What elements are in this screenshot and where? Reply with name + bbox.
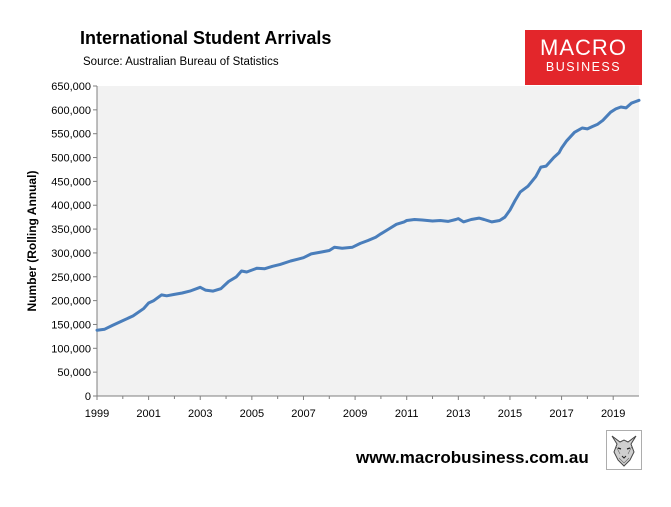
- series-line: [95, 98, 641, 332]
- x-tick-label: 2007: [291, 408, 315, 420]
- y-tick-label: 100,000: [51, 343, 91, 355]
- x-tick-label: 2005: [240, 408, 264, 420]
- chart-title: International Student Arrivals: [80, 28, 332, 48]
- y-tick-label: 500,000: [51, 153, 91, 165]
- x-tick-label: 2003: [188, 408, 212, 420]
- website-url: www.macrobusiness.com.au: [356, 448, 589, 467]
- x-tick-label: 1999: [85, 408, 109, 420]
- y-axis-label: Number (Rolling Annual): [25, 171, 39, 312]
- y-tick-label: 200,000: [51, 296, 91, 308]
- y-tick-label: 450,000: [51, 176, 91, 188]
- y-tick-label: 650,000: [51, 81, 91, 93]
- x-tick-label: 2017: [549, 408, 573, 420]
- y-tick-label: 400,000: [51, 200, 91, 212]
- x-tick-label: 2011: [395, 408, 419, 420]
- chart-source: Source: Australian Bureau of Statistics: [83, 56, 279, 68]
- y-tick-label: 550,000: [51, 129, 91, 141]
- y-tick-label: 50,000: [57, 367, 91, 379]
- y-tick-label: 250,000: [51, 272, 91, 284]
- x-tick-label: 2019: [601, 408, 625, 420]
- x-tick-label: 2001: [136, 408, 160, 420]
- y-tick-label: 350,000: [51, 224, 91, 236]
- x-tick-label: 2009: [343, 408, 367, 420]
- y-tick-label: 600,000: [51, 105, 91, 117]
- y-tick-label: 150,000: [51, 319, 91, 331]
- macrobusiness-logo: MACRO BUSINESS: [525, 30, 642, 85]
- y-tick-label: 300,000: [51, 248, 91, 260]
- x-tick-label: 2013: [446, 408, 470, 420]
- y-tick-label: 0: [85, 391, 91, 403]
- logo-line1: MACRO: [540, 35, 627, 60]
- x-tick-label: 2015: [498, 408, 522, 420]
- wolf-sketch-icon: [606, 430, 642, 470]
- logo-line2: BUSINESS: [545, 60, 622, 74]
